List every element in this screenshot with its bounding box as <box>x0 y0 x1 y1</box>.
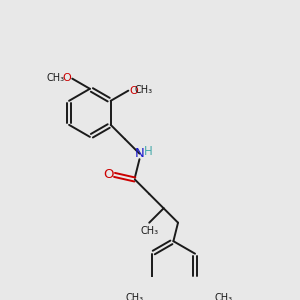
Text: O: O <box>104 168 114 182</box>
Text: N: N <box>135 147 144 160</box>
Text: O: O <box>63 73 71 83</box>
Text: CH₃: CH₃ <box>47 73 65 83</box>
Text: CH₃: CH₃ <box>214 292 232 300</box>
Text: O: O <box>129 85 138 96</box>
Text: CH₃: CH₃ <box>125 292 143 300</box>
Text: CH₃: CH₃ <box>140 226 158 236</box>
Text: H: H <box>144 145 153 158</box>
Text: CH₃: CH₃ <box>135 85 153 95</box>
